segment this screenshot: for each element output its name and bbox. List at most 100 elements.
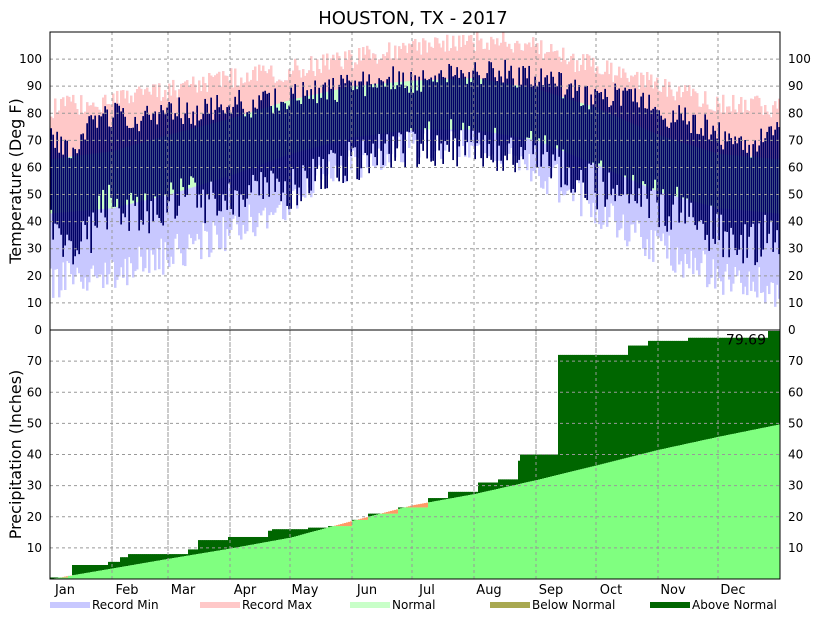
normal-precip-bar [628,457,631,579]
above-normal-bar [506,479,509,487]
above-normal-bar [736,337,739,434]
actual-range-bar [228,105,230,184]
normal-precip-bar [634,455,637,579]
above-normal-bar [118,561,121,568]
above-normal-bar [76,564,79,575]
normal-precip-bar [82,573,85,579]
above-normal-bar [734,337,737,434]
actual-range-bar [644,108,646,185]
actual-range-bar [554,83,556,161]
above-normal-bar [490,482,493,491]
record-max-bar [762,114,765,158]
above-normal-bar [352,519,355,521]
above-normal-bar [552,454,555,477]
above-normal-bar [692,337,695,443]
record-max-bar [336,52,339,90]
normal-precip-bar [228,548,231,579]
record-max-bar [746,110,749,157]
record-max-bar [444,51,447,80]
above-normal-bar [716,337,719,438]
record-max-bar [280,80,283,103]
normal-precip-bar [238,547,241,579]
below-normal-bar [384,512,387,514]
record-max-bar [484,48,487,80]
normal-precip-bar [584,468,587,579]
actual-range-bar [136,123,138,197]
actual-range-bar [96,127,98,228]
above-normal-bar [682,340,685,445]
precip-tick-left: 40 [27,448,42,462]
precip-tick-right: 60 [788,385,803,399]
actual-range-bar [396,85,398,149]
normal-precip-bar [396,513,399,579]
actual-range-bar [448,63,450,152]
normal-precip-bar [608,462,611,579]
record-max-bar [492,39,495,82]
below-normal-bar [390,510,393,514]
record-max-bar [610,62,613,114]
actual-range-bar [774,129,776,243]
normal-precip-bar [306,533,309,579]
actual-range-bar [584,86,586,198]
normal-precip-bar [74,574,77,579]
actual-range-bar [412,92,414,132]
above-normal-bar [432,498,435,502]
above-normal-bar [472,491,475,495]
normal-precip-bar [504,487,507,579]
record-max-bar [232,87,235,119]
actual-range-bar [712,125,714,239]
actual-range-bar [168,101,170,202]
actual-range-bar [648,94,650,219]
normal-precip-bar [116,567,119,579]
normal-precip-bar [94,571,97,579]
above-normal-bar [726,337,729,436]
above-normal-bar [328,526,331,528]
above-normal-bar [292,529,295,538]
normal-precip-bar [312,531,315,579]
record-max-bar [262,65,265,109]
below-normal-bar [344,522,347,527]
actual-range-bar [268,92,270,197]
above-normal-bar [300,529,303,535]
actual-range-bar [704,114,706,240]
record-max-bar [402,42,405,82]
normal-precip-bar [616,460,619,579]
temp-tick-right: 90 [788,79,803,93]
actual-range-bar [726,141,728,232]
above-normal-bar [596,354,599,466]
below-normal-bar [416,504,419,508]
normal-precip-bar [122,566,125,579]
normal-precip-bar [432,501,435,579]
normal-precip-bar [772,425,775,579]
record-max-bar [290,74,293,100]
record-max-bar [388,42,391,83]
normal-precip-bar [186,555,189,579]
normal-precip-bar [462,496,465,579]
above-normal-bar [522,454,525,484]
actual-range-bar [368,74,370,174]
actual-range-bar [608,107,610,173]
actual-range-bar [490,62,492,160]
temp-tick-left: 100 [19,52,42,66]
actual-range-bar [302,82,304,166]
record-max-bar [412,41,415,81]
normal-precip-bar [394,513,397,579]
normal-precip-bar [568,472,571,579]
record-max-bar [570,55,573,100]
normal-precip-bar [572,471,575,579]
above-normal-bar [248,536,251,546]
above-normal-bar [638,345,641,455]
record-max-bar [176,97,179,133]
normal-precip-bar [752,429,755,579]
normal-precip-bar [222,549,225,579]
record-max-bar [324,65,327,93]
actual-range-bar [388,76,390,154]
above-normal-bar [748,337,751,431]
above-normal-bar [400,507,403,509]
normal-precip-bar [120,567,123,579]
normal-precip-bar [442,499,445,579]
actual-range-bar [422,70,424,151]
normal-precip-bar [704,439,707,579]
temp-tick-right: 50 [788,188,803,202]
record-max-bar [188,87,191,130]
